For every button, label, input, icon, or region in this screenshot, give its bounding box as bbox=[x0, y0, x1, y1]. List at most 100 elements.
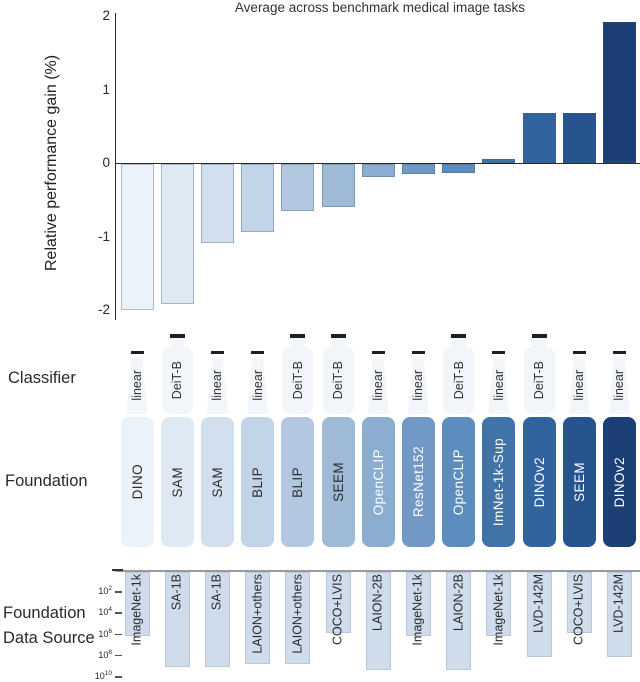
log-tick-label: 104 bbox=[98, 606, 112, 618]
data-source-label: ImageNet-1k bbox=[410, 574, 425, 646]
foundation-label: BLIP bbox=[290, 466, 306, 498]
data-source-label: COCO+LVIS bbox=[571, 574, 586, 645]
foundation-box: SAM bbox=[200, 417, 234, 547]
data-source-label: LVD-142M bbox=[531, 574, 546, 633]
classifier-cap bbox=[612, 351, 626, 354]
foundation-box: DINOv2 bbox=[522, 417, 556, 547]
gain-bar bbox=[522, 113, 556, 163]
classifier-shape-linear: linear bbox=[247, 357, 269, 414]
classifier-shape-deit-b: DeiT-B bbox=[443, 347, 475, 414]
classifier-shape-linear: linear bbox=[126, 357, 148, 414]
gain-bar bbox=[200, 164, 234, 243]
foundation-label: DINO bbox=[129, 464, 145, 500]
gain-bar bbox=[160, 164, 194, 304]
data-source-bar bbox=[204, 572, 230, 667]
foundation-label: ResNet152 bbox=[410, 446, 426, 518]
foundation-box: BLIP bbox=[281, 417, 315, 547]
y-tick-label: -1 bbox=[97, 228, 110, 244]
foundation-label: SAM bbox=[209, 466, 225, 498]
data-source-bar bbox=[526, 572, 552, 658]
foundation-box: SEEM bbox=[321, 417, 355, 547]
data-source-label: LVD-142M bbox=[611, 574, 626, 633]
gain-bar bbox=[321, 164, 355, 208]
log-tick-mark bbox=[115, 612, 122, 614]
data-source-bar bbox=[365, 572, 391, 671]
classifier-bottle-neck bbox=[451, 338, 467, 349]
classifier-cap bbox=[492, 351, 506, 354]
data-source-bar bbox=[606, 572, 632, 658]
gain-bar bbox=[401, 164, 435, 175]
y-axis-line bbox=[115, 13, 117, 320]
gain-bar bbox=[482, 159, 516, 163]
classifier-cap bbox=[531, 334, 547, 338]
classifier-cap bbox=[251, 351, 265, 354]
classifier-bottle-neck bbox=[330, 338, 346, 349]
classifier-shape-deit-b: DeiT-B bbox=[322, 347, 354, 414]
classifier-shape-deit-b: DeiT-B bbox=[161, 347, 193, 414]
gain-bar bbox=[120, 164, 154, 310]
classifier-bottle-neck bbox=[290, 338, 306, 349]
log-tick-mark bbox=[115, 676, 122, 678]
data-source-bar bbox=[446, 572, 472, 671]
classifier-label: linear bbox=[210, 370, 225, 401]
foundation-label: SEEM bbox=[571, 462, 587, 502]
data-source-bar bbox=[285, 572, 311, 665]
foundation-label: OpenCLIP bbox=[451, 448, 467, 516]
y-axis-label-text: Relative performance gain (%) bbox=[43, 54, 60, 272]
row-label-foundation: Foundation bbox=[5, 472, 88, 490]
classifier-shape-linear: linear bbox=[206, 357, 228, 414]
foundation-box: DINOv2 bbox=[602, 417, 636, 547]
gain-bar bbox=[361, 164, 395, 178]
gain-bar bbox=[442, 164, 476, 173]
data-source-label: LAION+others bbox=[250, 574, 265, 654]
foundation-box: DINO bbox=[120, 417, 154, 547]
classifier-label: DeiT-B bbox=[290, 361, 305, 400]
row-label-classifier: Classifier bbox=[8, 369, 76, 387]
data-source-bar bbox=[164, 572, 190, 667]
y-tick-label: 1 bbox=[102, 81, 110, 97]
data-source-label: LAION-2B bbox=[370, 574, 385, 631]
classifier-label: linear bbox=[572, 370, 587, 401]
log-tick-label: 108 bbox=[98, 648, 112, 660]
gain-bar bbox=[562, 113, 596, 163]
data-source-bar bbox=[566, 572, 592, 633]
classifier-cap bbox=[572, 351, 586, 354]
classifier-cap bbox=[169, 334, 185, 338]
classifier-label: linear bbox=[612, 370, 627, 401]
gain-bar bbox=[281, 164, 315, 212]
foundation-box: ResNet152 bbox=[401, 417, 435, 547]
y-axis-label: Relative performance gain (%) bbox=[42, 55, 62, 271]
foundation-box: BLIP bbox=[241, 417, 275, 547]
log-tick-label: 1010 bbox=[94, 670, 112, 681]
zero-line bbox=[115, 163, 640, 165]
classifier-cap bbox=[411, 351, 425, 354]
data-source-bar bbox=[405, 572, 431, 636]
classifier-bottle-neck bbox=[531, 338, 547, 349]
classifier-shape-deit-b: DeiT-B bbox=[282, 347, 314, 414]
data-source-label: LAION+others bbox=[290, 574, 305, 654]
data-source-bar bbox=[245, 572, 271, 665]
data-source-axis-line bbox=[115, 570, 640, 572]
data-source-label: ImageNet-1k bbox=[491, 574, 506, 646]
classifier-cap bbox=[290, 334, 306, 338]
data-source-label: LAION-2B bbox=[451, 574, 466, 631]
classifier-label: linear bbox=[411, 370, 426, 401]
data-source-label: SA-1B bbox=[209, 574, 224, 611]
y-tick-label: 0 bbox=[102, 155, 110, 170]
data-source-bar bbox=[325, 572, 351, 633]
foundation-label: SAM bbox=[169, 466, 185, 498]
gain-bar bbox=[241, 164, 275, 233]
classifier-label: DeiT-B bbox=[331, 361, 345, 400]
foundation-label: BLIP bbox=[250, 466, 266, 498]
foundation-box: OpenCLIP bbox=[361, 417, 395, 547]
foundation-label: DINOv2 bbox=[531, 456, 547, 508]
classifier-cap bbox=[210, 351, 224, 354]
log-tick-mark bbox=[115, 633, 122, 636]
classifier-cap bbox=[371, 351, 385, 354]
foundation-box: SEEM bbox=[562, 417, 596, 547]
data-source-axis-origin-tick bbox=[112, 569, 123, 571]
gain-bar bbox=[602, 21, 636, 163]
log-tick-label: 102 bbox=[98, 585, 112, 597]
classifier-cap bbox=[330, 334, 346, 338]
classifier-shape-linear: linear bbox=[367, 357, 389, 414]
